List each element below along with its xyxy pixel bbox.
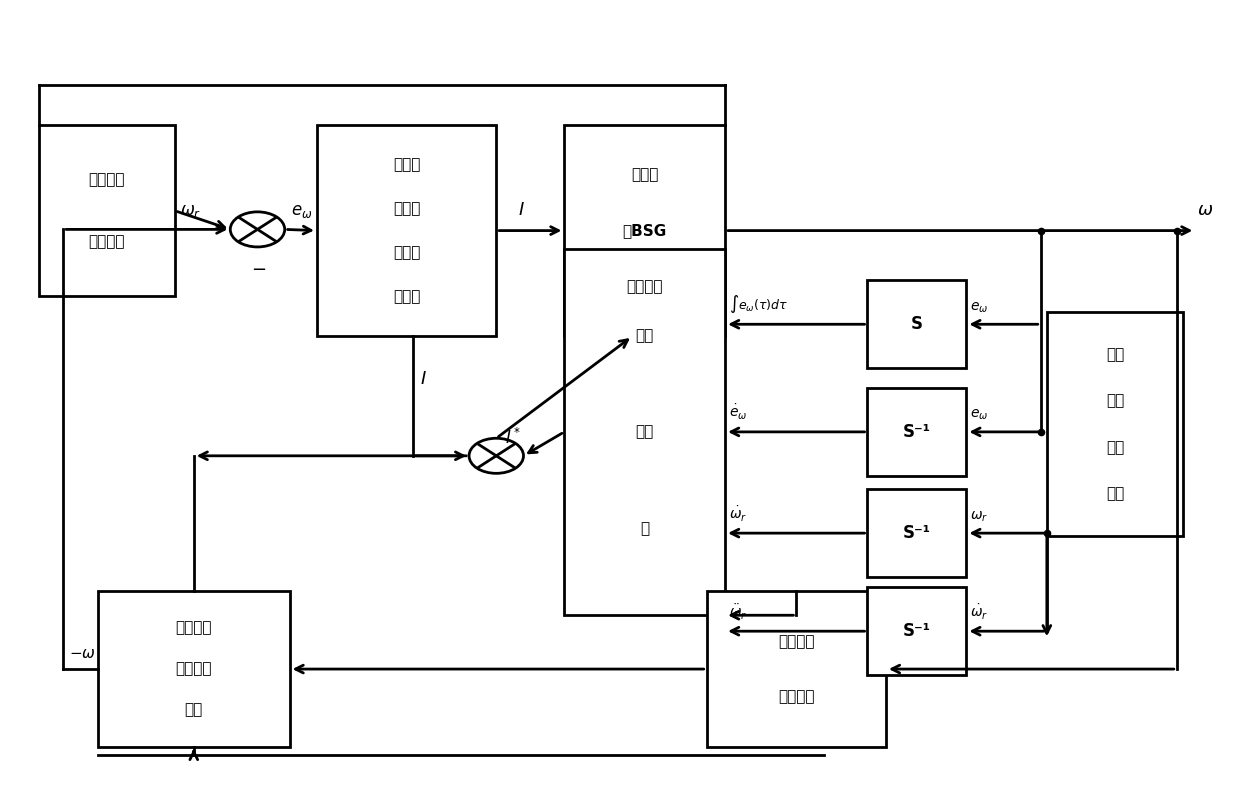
Text: ２１: ２１ — [1106, 486, 1123, 501]
Text: $\ddot{\omega}_r$: $\ddot{\omega}_r$ — [729, 602, 748, 622]
Text: $\int e_\omega(\tau)d\tau$: $\int e_\omega(\tau)d\tau$ — [729, 293, 789, 314]
Bar — [317, 125, 496, 336]
Text: $I$: $I$ — [518, 202, 525, 219]
Text: $\dot{e}_\omega$: $\dot{e}_\omega$ — [729, 403, 748, 422]
Bar — [98, 591, 290, 746]
Bar — [564, 249, 725, 615]
Text: 系统１６: 系统１６ — [626, 278, 663, 294]
Bar — [868, 490, 966, 577]
Text: $-$: $-$ — [252, 258, 267, 277]
Text: 块３１: 块３１ — [393, 289, 420, 304]
Bar — [707, 591, 887, 746]
Text: $\omega_r$: $\omega_r$ — [970, 509, 988, 523]
Text: 模块２２: 模块２２ — [777, 690, 815, 704]
Text: S⁻¹: S⁻¹ — [903, 423, 931, 441]
Text: ２３: ２３ — [185, 702, 203, 718]
Text: 开关磁: 开关磁 — [631, 167, 658, 182]
Text: 速度给定: 速度给定 — [88, 173, 125, 187]
Bar — [868, 281, 966, 368]
Text: S: S — [911, 315, 923, 334]
Text: 向量: 向量 — [636, 424, 653, 439]
Bar — [38, 125, 175, 296]
Text: $e_\omega$: $e_\omega$ — [970, 408, 988, 422]
Text: $e_\omega$: $e_\omega$ — [970, 300, 988, 314]
Text: 计算模块: 计算模块 — [176, 662, 212, 677]
Bar — [868, 587, 966, 675]
Text: $-\omega$: $-\omega$ — [69, 646, 97, 661]
Text: 速度: 速度 — [1106, 346, 1123, 362]
Bar — [1047, 312, 1183, 535]
Text: $e_\omega$: $e_\omega$ — [291, 202, 312, 220]
Text: $I^*$: $I^*$ — [505, 428, 521, 448]
Text: $\dot{\omega}_r$: $\dot{\omega}_r$ — [729, 505, 748, 523]
Text: 支持: 支持 — [636, 328, 653, 343]
Text: $I$: $I$ — [420, 370, 427, 388]
Text: S⁻¹: S⁻¹ — [903, 524, 931, 542]
Text: 位置检测: 位置检测 — [777, 634, 815, 649]
Text: 模块: 模块 — [1106, 440, 1123, 454]
Text: 转矩分: 转矩分 — [393, 157, 420, 172]
Text: $\omega$: $\omega$ — [1197, 202, 1213, 219]
Text: 配电流: 配电流 — [393, 201, 420, 216]
Text: 阿BSG: 阿BSG — [622, 223, 667, 238]
Text: 给定: 给定 — [1106, 393, 1123, 408]
Text: $\dot{\omega}_r$: $\dot{\omega}_r$ — [970, 602, 988, 622]
Text: S⁻¹: S⁻¹ — [903, 622, 931, 640]
Text: 实际转速: 实际转速 — [176, 621, 212, 636]
Text: $\omega_r$: $\omega_r$ — [180, 202, 201, 220]
Text: 机: 机 — [640, 521, 650, 536]
Text: 模块２１: 模块２１ — [88, 234, 125, 249]
Text: 控制模: 控制模 — [393, 245, 420, 260]
Bar — [564, 125, 725, 336]
Bar — [868, 388, 966, 476]
